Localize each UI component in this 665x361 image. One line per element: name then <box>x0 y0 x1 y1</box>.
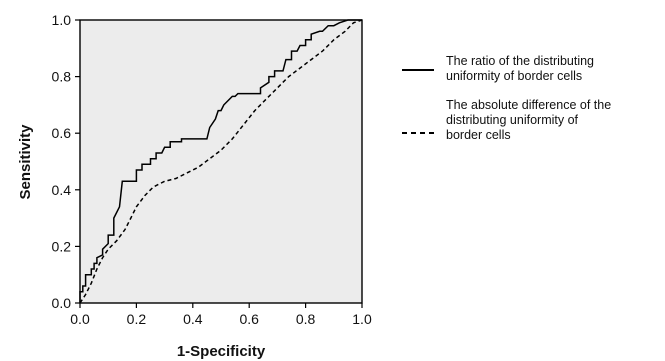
legend-label-1: uniformity of border cells <box>446 69 582 83</box>
legend: The ratio of the distributinguniformity … <box>402 54 611 142</box>
y-tick-label: 0.2 <box>52 238 72 254</box>
y-tick-label: 0.8 <box>52 69 72 85</box>
plot-background <box>79 19 363 304</box>
ratio-series-line <box>79 19 362 303</box>
axis-ticks <box>75 19 363 308</box>
y-tick-label: 0.4 <box>52 182 72 198</box>
y-tick-label: 0.6 <box>52 125 72 141</box>
x-tick-label: 0.0 <box>70 311 90 327</box>
legend-label-2: The absolute difference of the <box>446 98 611 112</box>
absolute-difference-series-line <box>79 19 363 304</box>
x-tick-label: 1.0 <box>352 311 372 327</box>
legend-label-2: distributing uniformity of <box>446 113 579 127</box>
x-tick-label: 0.6 <box>239 311 259 327</box>
x-axis-title: 1-Specificity <box>177 343 266 360</box>
x-tick-label: 0.4 <box>183 311 203 327</box>
x-tick-label: 0.2 <box>127 311 147 327</box>
legend-label-2: border cells <box>446 128 511 142</box>
series-layer <box>79 19 363 304</box>
x-tick-label: 0.8 <box>296 311 316 327</box>
y-tick-label: 1.0 <box>52 12 72 28</box>
legend-label-1: The ratio of the distributing <box>446 54 594 68</box>
y-axis-title: Sensitivity <box>17 124 34 200</box>
tick-labels: 0.0 0.2 0.4 0.6 0.8 1.0 0.0 0.2 0.4 0.6 0.8 1.0 <box>52 12 372 327</box>
y-tick-label: 0.0 <box>52 295 72 311</box>
